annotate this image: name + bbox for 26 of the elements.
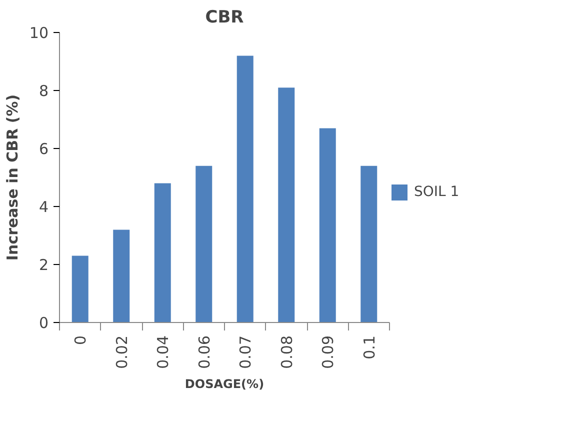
bar	[72, 256, 88, 322]
x-tick-label: 0.1	[360, 335, 378, 360]
y-tick-label: 6	[38, 140, 49, 158]
y-tick-label: 8	[38, 82, 49, 100]
bar	[278, 88, 295, 322]
bar	[236, 56, 254, 322]
x-tick-label: 0.09	[319, 335, 338, 369]
chart-title: CBR	[205, 8, 244, 28]
x-axis-title: DOSAGE(%)	[184, 376, 264, 391]
bar	[113, 230, 130, 322]
bar	[196, 166, 212, 322]
y-tick-label: 4	[38, 198, 49, 216]
x-tick-label: 0.07	[236, 335, 255, 369]
legend-label: SOIL 1	[414, 184, 460, 200]
x-tick-label: 0.08	[278, 335, 296, 369]
bar	[154, 183, 171, 322]
y-tick-label: 2	[38, 256, 49, 274]
bar	[360, 166, 378, 322]
y-tick-label: 10	[29, 24, 49, 42]
x-tick-label: 0.06	[195, 335, 214, 369]
y-tick-label: 0	[38, 314, 49, 332]
y-axis-title: Increase in CBR (%)	[3, 94, 22, 261]
x-tick-label: 0.04	[154, 335, 172, 369]
bar	[319, 128, 336, 322]
x-tick-label: 0	[72, 335, 90, 346]
x-tick-label: 0.02	[112, 335, 131, 369]
